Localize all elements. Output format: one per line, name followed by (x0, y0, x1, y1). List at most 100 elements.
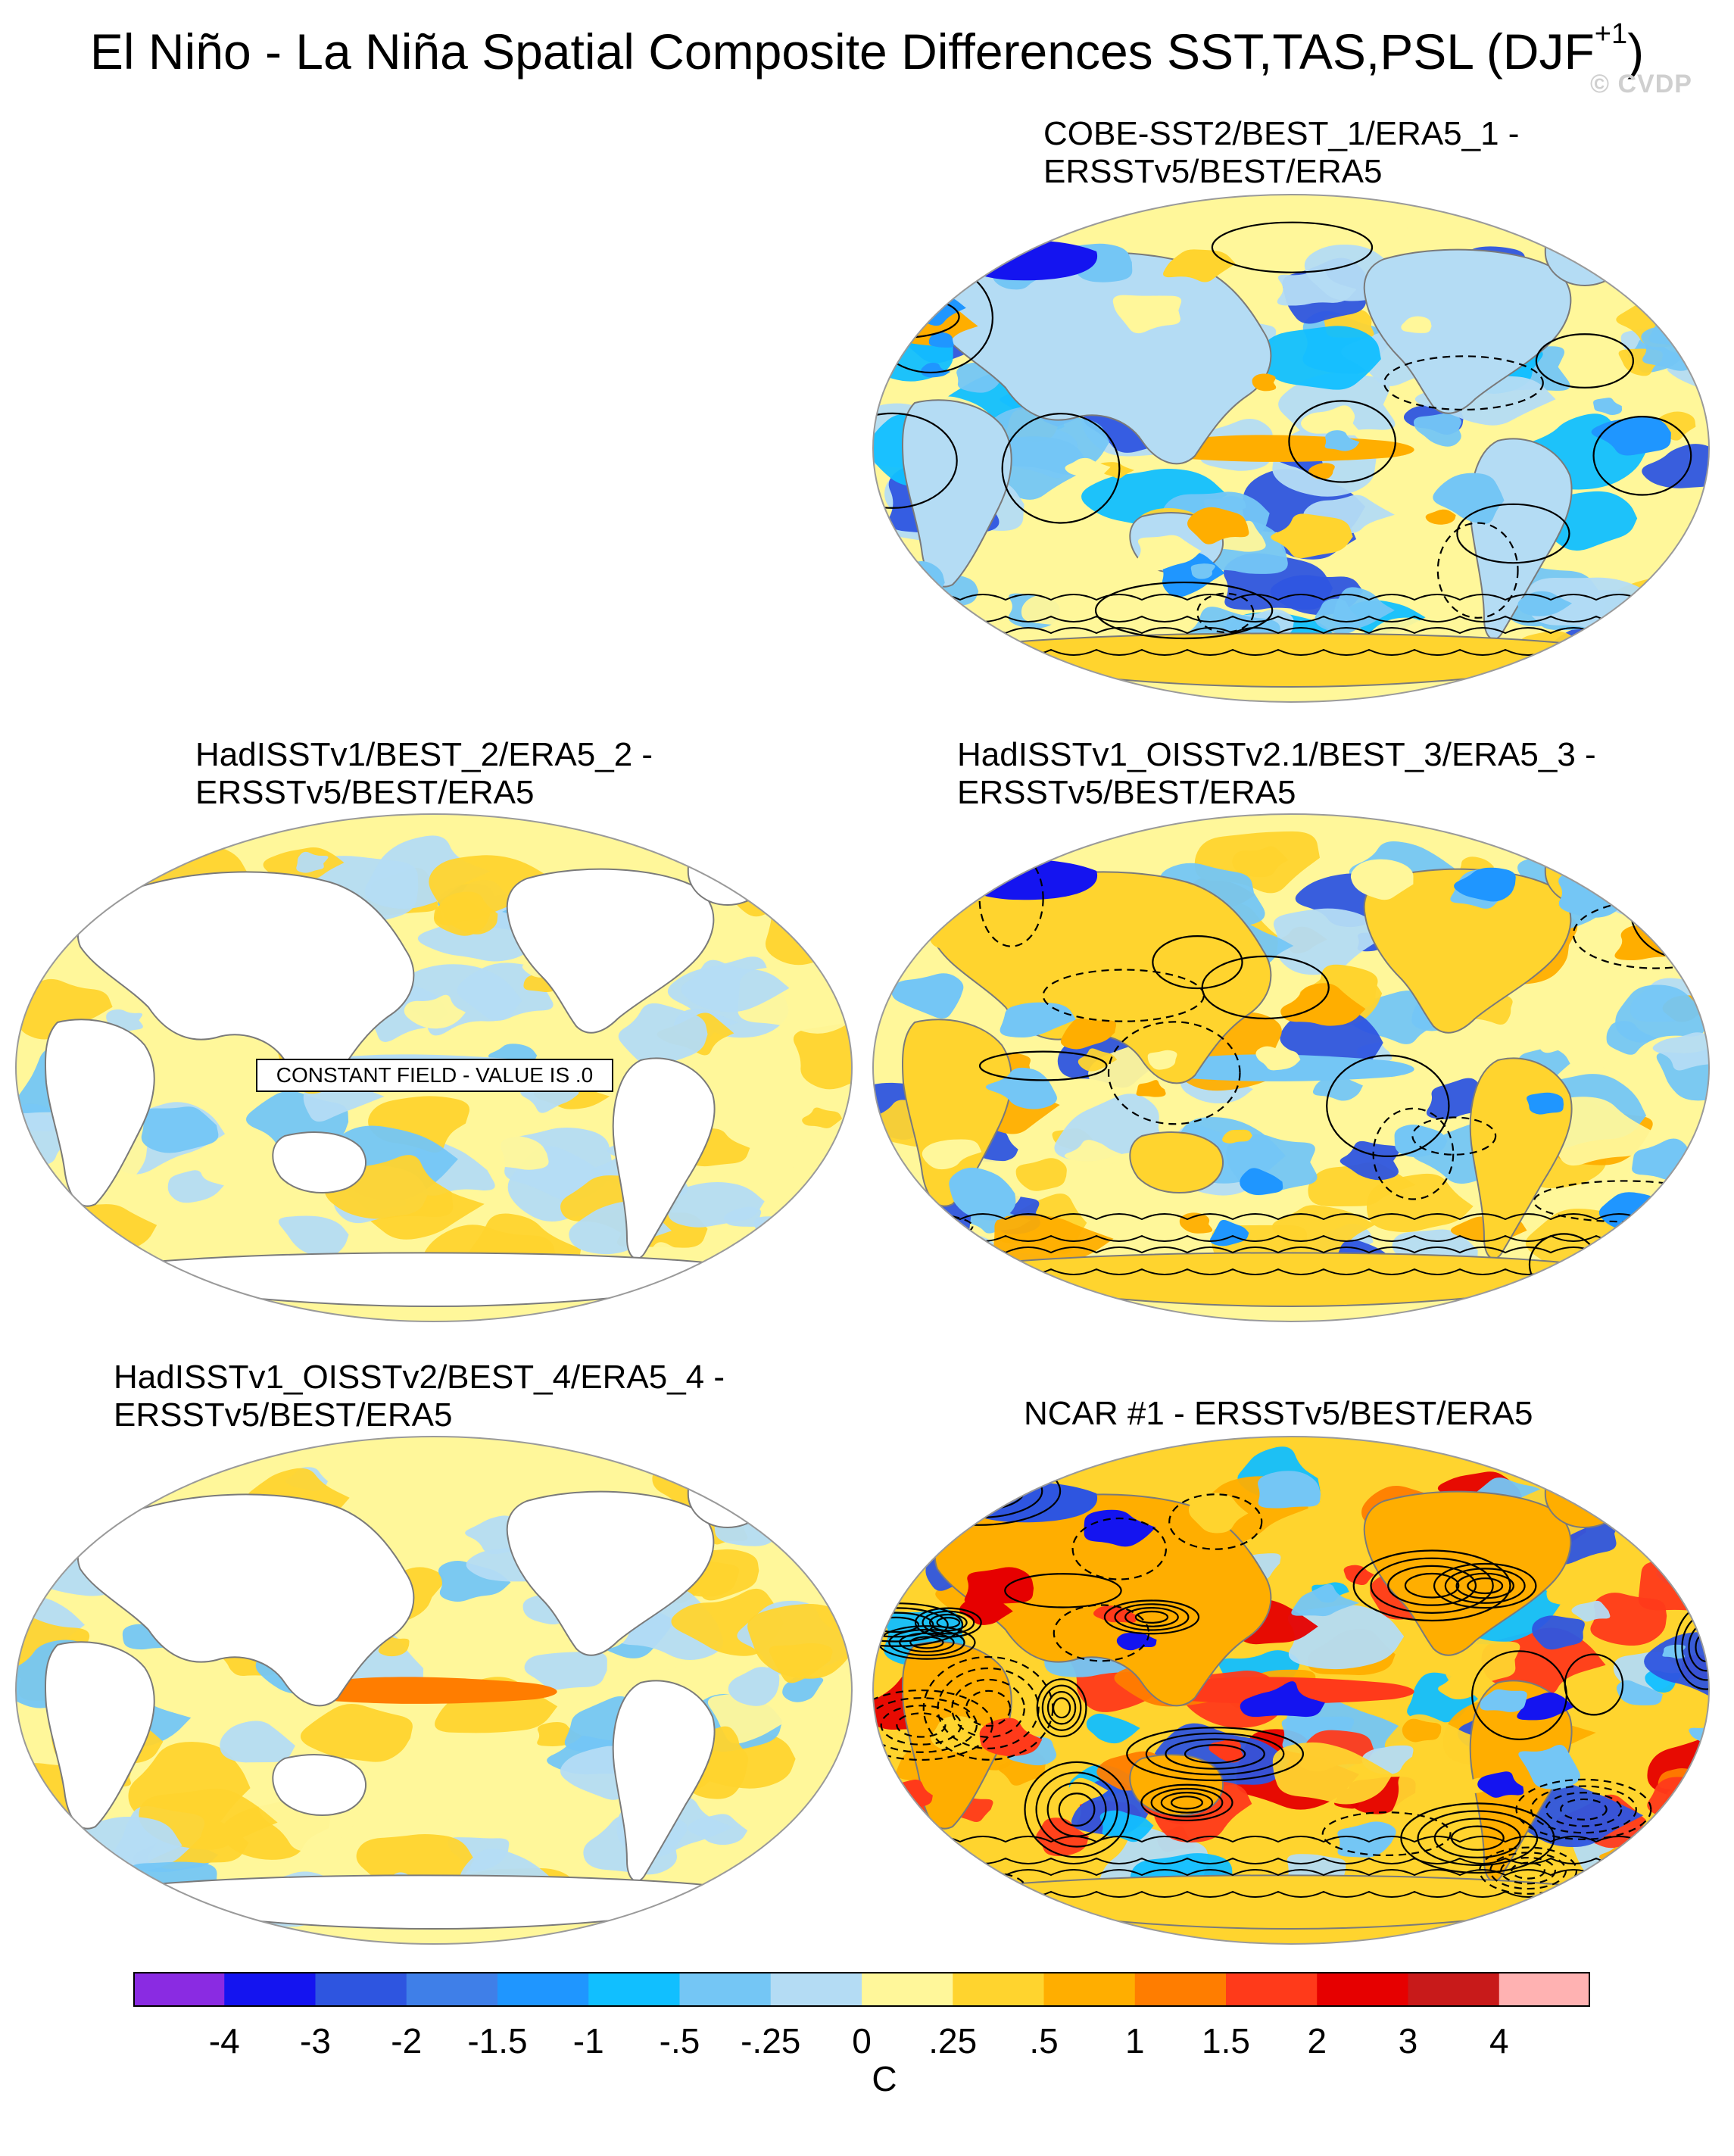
map-oisst2 (15, 1436, 853, 1945)
colorbar-swatch (1499, 1972, 1590, 2007)
land-anomaly (1343, 1565, 1374, 1586)
land-anomaly (926, 1849, 949, 1864)
psl-contour (1001, 413, 1121, 524)
anomaly-patch (296, 851, 329, 873)
panel-title-hadisst-line2: ERSSTv5/BEST/ERA5 (195, 774, 535, 811)
land-anomaly (1112, 295, 1182, 334)
psl-contour (1370, 1557, 1494, 1614)
psl-contour (922, 1610, 975, 1635)
land-anomaly (1337, 1821, 1396, 1858)
psl-contour (1592, 415, 1692, 496)
psl-contour (1436, 522, 1519, 619)
continent-outline (272, 1754, 367, 1816)
colorbar-swatch (406, 1972, 498, 2007)
continent-outline (612, 1057, 716, 1259)
anomaly-patch (728, 1667, 780, 1706)
anomaly-patch (1339, 1140, 1400, 1181)
figure-title-superscript: +1 (1594, 18, 1628, 50)
panel-title-oisst21-line1: HadISSTv1_OISSTv2.1/BEST_3/ERA5_3 - (957, 736, 1596, 773)
psl-contour (1184, 1744, 1246, 1764)
land-anomaly (959, 1596, 1013, 1625)
psl-contour (909, 1636, 944, 1649)
continent-outline (1363, 868, 1572, 1034)
anomaly-patch (993, 1215, 1114, 1275)
panel-title-ncar: NCAR #1 - ERSSTv5/BEST/ERA5 (1024, 1395, 1533, 1433)
colorbar-tick-label: -.5 (659, 2021, 700, 2061)
continent-outline (44, 1019, 155, 1207)
land-anomaly (1438, 1674, 1476, 1700)
psl-contour (1411, 1116, 1497, 1156)
psl-contour (888, 1628, 965, 1656)
anomaly-patch (1277, 268, 1357, 306)
figure-title-close: ) (1627, 23, 1645, 80)
land-anomaly (1135, 535, 1202, 572)
psl-contour (1535, 333, 1635, 389)
psl-contour (1326, 1054, 1450, 1158)
colorbar-tick-label: 4 (1489, 2021, 1509, 2061)
anomaly-patch (873, 265, 931, 337)
land-anomaly (1614, 925, 1686, 960)
psl-contour (1160, 1792, 1214, 1814)
map-border (872, 1436, 1710, 1945)
anomaly-patch (1589, 1872, 1695, 1933)
land-anomaly (1187, 507, 1249, 544)
psl-contour (1071, 1517, 1168, 1580)
anomaly-patch (111, 1463, 164, 1497)
anomaly-patch (1660, 928, 1702, 950)
anomaly-patch (1271, 1205, 1376, 1260)
colorbar-swatch (770, 1972, 862, 2007)
anomaly-patch (668, 1182, 765, 1228)
colorbar-swatch (862, 1972, 953, 2007)
colorbar-tick-label: -.25 (741, 2021, 801, 2061)
psl-contour (950, 1478, 1007, 1504)
land-anomaly (1546, 1585, 1586, 1605)
land-anomaly (1527, 1092, 1564, 1115)
panel-title-cobe-line2: ERSSTv5/BEST/ERA5 (1043, 153, 1383, 190)
map-oisst21 (872, 813, 1710, 1322)
psl-contour (873, 594, 1709, 601)
psl-contour (1107, 1021, 1241, 1125)
psl-contour (1150, 1787, 1224, 1817)
anomaly-patch (1287, 1605, 1405, 1670)
land-anomaly (1000, 1002, 1077, 1038)
colorbar-tick-label: 2 (1307, 2021, 1327, 2061)
psl-contour (896, 1712, 947, 1738)
map-border (872, 813, 1710, 1322)
anomaly-patch (873, 1458, 934, 1516)
land-anomaly (1136, 1080, 1166, 1097)
psl-contour (1387, 1565, 1477, 1606)
anomaly-patch (781, 1468, 852, 1518)
psl-contour (1321, 1811, 1452, 1857)
anomaly-patch (1594, 1849, 1707, 1922)
continent-outline (975, 632, 1630, 688)
land-anomaly (1518, 1744, 1580, 1789)
colorbar-swatch (588, 1972, 680, 2007)
anomaly-patch (278, 1215, 349, 1259)
colorbar-swatch (953, 1972, 1044, 2007)
anomaly-patch (364, 835, 491, 910)
colorbar-tick-label: .25 (928, 2021, 978, 2061)
land-anomaly (1029, 540, 1064, 560)
psl-contour (1515, 1778, 1652, 1840)
psl-contour (1560, 1798, 1608, 1821)
psl-contour (1103, 1599, 1200, 1635)
land-anomaly (930, 909, 1011, 951)
land-anomaly (1188, 1493, 1249, 1534)
psl-contour (1676, 1782, 1709, 1870)
anomaly-patch (415, 1781, 479, 1822)
land-anomaly (1271, 513, 1353, 558)
psl-contour (1684, 1794, 1709, 1858)
land-anomaly (1301, 405, 1360, 435)
continent-outline (76, 1493, 415, 1707)
psl-contour (1433, 1817, 1522, 1858)
continent-outline (612, 1680, 716, 1882)
colorbar-swatch (679, 1972, 772, 2007)
psl-contour (1545, 1792, 1623, 1827)
anomaly-patch (1273, 908, 1381, 975)
psl-contour (968, 1876, 1021, 1905)
land-anomaly (985, 1067, 1057, 1109)
anomaly-patch (1312, 1076, 1363, 1101)
land-anomaly (920, 362, 951, 378)
figure-title: El Niño - La Niña Spatial Composite Diff… (0, 18, 1734, 82)
anomaly-patch (879, 1461, 977, 1519)
